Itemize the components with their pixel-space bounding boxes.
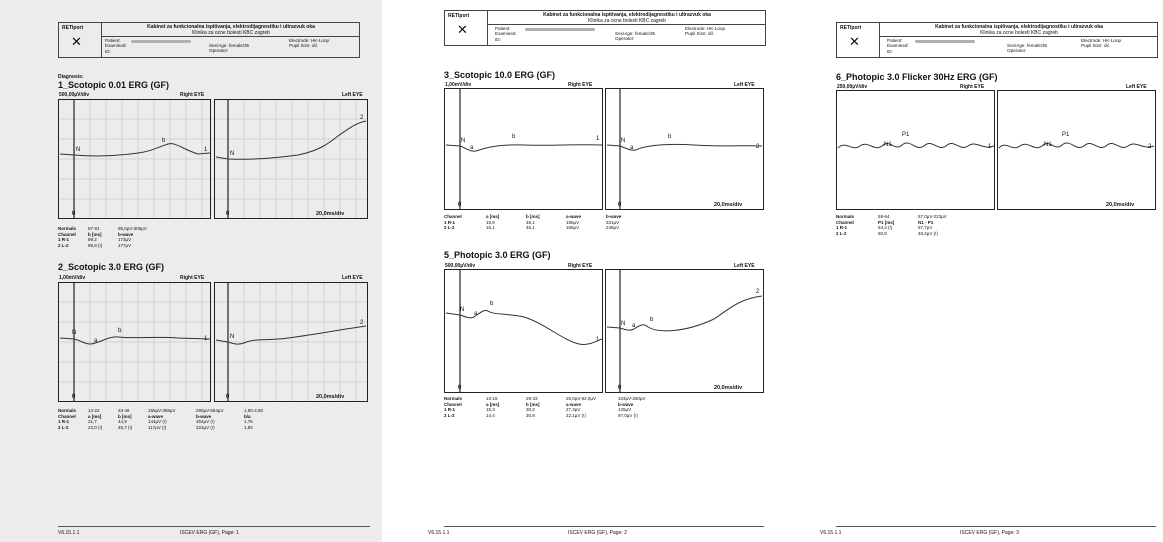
amplitude-scale: 500,00µV/div xyxy=(59,92,90,98)
svg-text:0: 0 xyxy=(226,394,230,400)
svg-text:N1: N1 xyxy=(1044,142,1052,148)
svg-text:2: 2 xyxy=(360,115,364,121)
svg-text:P1: P1 xyxy=(902,132,910,138)
section-title: 3_Scotopic 10.0 ERG (GF) xyxy=(444,70,556,80)
results-table-1: Normals 67-91 95,0µV-305µV Channel b [ms] b-… xyxy=(58,226,147,248)
right-eye-label: Right EYE xyxy=(180,92,205,98)
amplitude-scale: 1,00mV/div xyxy=(59,275,86,281)
svg-text:1: 1 xyxy=(204,336,208,342)
right-eye-label: Right EYE xyxy=(568,82,593,88)
clinic-subtitle: Klinika za ocne bolesti KBC zagreb xyxy=(192,30,270,36)
amplitude-scale: 500,00µV/div xyxy=(445,263,476,269)
svg-text:20,0ms/div: 20,0ms/div xyxy=(714,385,743,391)
results-table-2: Normals 14-22 33-46 155µV-358µV 290µV-654µV 1… xyxy=(58,408,264,430)
svg-text:0: 0 xyxy=(72,211,76,217)
report-header: RETIport ✕ Kabinet za funkcionalna ispit… xyxy=(444,10,766,46)
right-eye-label: Right EYE xyxy=(568,263,593,269)
svg-text:20,0ms/div: 20,0ms/div xyxy=(714,202,743,208)
report-page-2: RETIport ✕ Kabinet za funkcionalna ispit… xyxy=(398,0,790,542)
version-label: V6.15.1.1 xyxy=(428,530,450,536)
svg-text:0: 0 xyxy=(618,202,622,208)
svg-text:0: 0 xyxy=(458,202,462,208)
report-header: RETIport ✕ Kabinet za funkcionalna ispit… xyxy=(58,22,360,58)
retiport-logo: RETIport ✕ xyxy=(59,23,102,57)
left-eye-label: Left EYE xyxy=(342,275,363,281)
svg-text:2: 2 xyxy=(360,320,364,326)
svg-text:20,0ms/div: 20,0ms/div xyxy=(316,211,345,217)
clinic-title: Kabinet za funkcionalna ispitivanja, ele… xyxy=(935,24,1103,30)
clinic-subtitle: Klinika za ocne bolesti KBC zagreb xyxy=(980,30,1058,36)
page-footer: ISCEV ERG (GF), Page: 1 xyxy=(180,530,239,536)
right-eye-label: Right EYE xyxy=(180,275,205,281)
diagnosis-label: Diagnosis: xyxy=(58,74,84,80)
section-title: 6_Photopic 3.0 Flicker 30Hz ERG (GF) xyxy=(836,72,998,82)
left-eye-label: Left EYE xyxy=(734,263,755,269)
svg-text:0: 0 xyxy=(458,385,462,391)
erg-plot-scotopic-001: Nb 1 N 2 0 0 20,0ms/div xyxy=(58,99,368,219)
left-eye-label: Left EYE xyxy=(1126,84,1147,90)
svg-text:20,0ms/div: 20,0ms/div xyxy=(316,394,345,400)
clinic-title: Kabinet za funkcionalna ispitivanja, ele… xyxy=(147,24,315,30)
svg-text:N: N xyxy=(460,307,464,313)
svg-text:a: a xyxy=(94,338,98,344)
section-title: 1_Scotopic 0.01 ERG (GF) xyxy=(58,80,170,90)
svg-text:b: b xyxy=(118,328,122,334)
svg-text:20,0ms/div: 20,0ms/div xyxy=(1106,202,1135,208)
svg-text:N: N xyxy=(230,151,234,157)
amplitude-scale: 1,00mV/div xyxy=(445,82,472,88)
svg-text:b: b xyxy=(162,138,166,144)
svg-text:N: N xyxy=(461,138,465,144)
svg-text:1: 1 xyxy=(988,144,992,150)
report-page-3: RETIport ✕ Kabinet za funkcionalna ispit… xyxy=(810,0,1163,542)
svg-text:0: 0 xyxy=(226,211,230,217)
version-label: V6.15.1.1 xyxy=(58,530,80,536)
svg-text:N: N xyxy=(621,321,625,327)
svg-text:b: b xyxy=(512,134,516,140)
erg-plot-scotopic-30: Na b 1 N 2 0 0 20,0ms/div xyxy=(58,282,368,402)
svg-text:1: 1 xyxy=(596,337,600,343)
right-eye-label: Right EYE xyxy=(960,84,985,90)
results-table-3: Channel a [ms] b [ms] a-wave b-wave 1 R-1 15,… xyxy=(444,214,622,231)
report-header: RETIport ✕ Kabinet za funkcionalna ispit… xyxy=(836,22,1158,58)
version-label: V6.15.1.1 xyxy=(820,530,842,536)
svg-text:N: N xyxy=(76,147,80,153)
svg-text:N: N xyxy=(621,138,625,144)
svg-text:a: a xyxy=(470,145,474,151)
erg-plot-scotopic-100: Na b 1 Na b 2 0 0 20,0ms/div xyxy=(444,88,764,210)
page-footer: ISCEV ERG (GF), Page: 2 xyxy=(568,530,627,536)
svg-text:2: 2 xyxy=(1148,144,1152,150)
svg-text:1: 1 xyxy=(596,136,600,142)
report-page-1: RETIport ✕ Kabinet za funkcionalna ispit… xyxy=(0,0,382,542)
section-title: 5_Photopic 3.0 ERG (GF) xyxy=(444,250,551,260)
svg-text:N: N xyxy=(230,334,234,340)
svg-text:0: 0 xyxy=(72,394,76,400)
left-eye-label: Left EYE xyxy=(342,92,363,98)
svg-text:b: b xyxy=(650,317,654,323)
svg-text:a: a xyxy=(632,323,636,329)
left-eye-label: Left EYE xyxy=(734,82,755,88)
results-table-6: Normals 58-64 57,0µV-223µV Channel P1 [ms] N… xyxy=(836,214,947,236)
svg-text:b: b xyxy=(668,134,672,140)
svg-text:P1: P1 xyxy=(1062,132,1070,138)
results-table-5: Normals 13-16 29-33 26,0µV-62,0µV 103µV-250µ… xyxy=(444,396,646,418)
retiport-logo: RETIport ✕ xyxy=(837,23,880,57)
clinic-title: Kabinet za funkcionalna ispitivanja, ele… xyxy=(543,12,711,18)
page-footer: ISCEV ERG (GF), Page: 3 xyxy=(960,530,1019,536)
svg-text:2: 2 xyxy=(756,144,760,150)
svg-text:N: N xyxy=(72,330,76,336)
retiport-logo: RETIport ✕ xyxy=(445,11,488,45)
svg-text:a: a xyxy=(630,145,634,151)
section-title: 2_Scotopic 3.0 ERG (GF) xyxy=(58,262,165,272)
svg-text:b: b xyxy=(490,301,494,307)
svg-text:2: 2 xyxy=(756,289,760,295)
svg-text:1: 1 xyxy=(204,147,208,153)
svg-text:0: 0 xyxy=(618,385,622,391)
svg-text:a: a xyxy=(474,311,478,317)
clinic-subtitle: Klinika za ocne bolesti KBC zagreb xyxy=(588,18,666,24)
erg-plot-flicker-30hz: N1 P1 1 N1 P1 2 20,0ms/div xyxy=(836,90,1156,210)
amplitude-scale: 250,00µV/div xyxy=(837,84,868,90)
svg-text:N1: N1 xyxy=(884,142,892,148)
